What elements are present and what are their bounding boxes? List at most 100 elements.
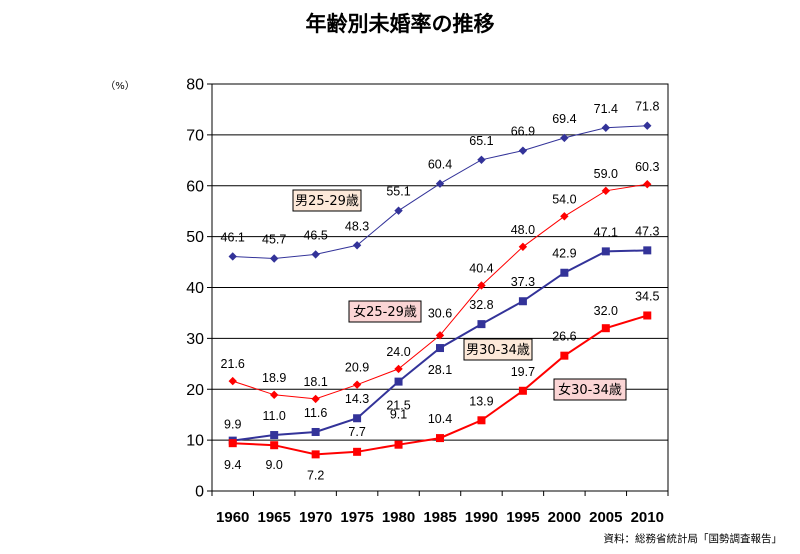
point-male-25-29-2010 — [643, 121, 652, 130]
x-tick-label-1995: 1995 — [506, 509, 539, 526]
point-female-25-29-1975 — [352, 380, 362, 389]
point-male-25-29-2000 — [560, 133, 569, 143]
data-label-male-25-29-2010: 71.8 — [635, 100, 659, 114]
x-tick-label-1975: 1975 — [340, 509, 373, 526]
point-male-30-34-1975 — [353, 414, 362, 423]
data-label-male-30-34-1960: 9.9 — [224, 418, 241, 432]
point-male-25-29-1980 — [394, 206, 403, 215]
series-label-box-male-30-34 — [463, 338, 533, 361]
data-label-female-30-34-1965: 9.0 — [265, 458, 282, 472]
data-label-male-30-34-2005: 47.1 — [594, 225, 618, 239]
data-label-male-30-34-1975: 14.3 — [345, 392, 369, 406]
point-female-25-29-1980 — [394, 364, 403, 374]
data-label-male-25-29-1995: 66.9 — [511, 125, 535, 139]
x-tick-label-1970: 1970 — [299, 509, 332, 526]
data-label-female-30-34-2010: 34.5 — [635, 289, 659, 303]
data-label-male-25-29-1980: 55.1 — [386, 185, 410, 199]
data-label-female-25-29-2005: 59.0 — [594, 167, 618, 181]
point-male-25-29-1990 — [477, 155, 486, 165]
point-female-25-29-1965 — [269, 390, 279, 400]
series-label-box-female-30-34 — [553, 378, 627, 401]
data-label-female-30-34-1995: 19.7 — [511, 365, 535, 379]
chart-title: 年齢別未婚率の推移 — [306, 12, 495, 36]
data-label-female-30-34-1960: 9.4 — [224, 458, 241, 472]
data-label-male-25-29-1960: 46.1 — [221, 230, 245, 244]
data-label-male-25-29-1990: 65.1 — [469, 134, 493, 148]
data-label-female-30-34-2000: 26.6 — [552, 330, 576, 344]
series-label-box-male-25-29 — [292, 189, 362, 212]
point-male-30-34-1970 — [311, 427, 320, 436]
series-label-box-female-25-29 — [348, 300, 422, 323]
point-male-30-34-2000 — [560, 268, 569, 277]
series-label-female-30-34: 女30-34歳 — [558, 382, 622, 398]
point-male-30-34-2010 — [643, 246, 652, 255]
x-tick-label-1965: 1965 — [257, 509, 290, 526]
data-label-male-30-34-1990: 32.8 — [469, 298, 493, 312]
x-tick-label-1960: 1960 — [216, 509, 249, 526]
y-tick-label-70: 70 — [186, 127, 204, 144]
data-label-male-25-29-1970: 46.5 — [303, 228, 327, 242]
point-male-30-34-1980 — [394, 377, 403, 386]
data-label-male-30-34-1995: 37.3 — [511, 275, 535, 289]
data-label-male-25-29-1965: 45.7 — [262, 233, 286, 247]
data-label-male-30-34-1965: 11.0 — [262, 409, 285, 423]
data-label-female-30-34-1990: 13.9 — [469, 394, 493, 408]
data-label-female-25-29-1995: 48.0 — [511, 223, 535, 237]
y-tick-label-80: 80 — [186, 77, 204, 94]
point-female-30-34-2005 — [601, 324, 610, 333]
y-tick-label-60: 60 — [186, 178, 204, 195]
point-female-30-34-1970 — [311, 450, 320, 459]
point-female-25-29-1960 — [228, 376, 237, 386]
data-label-male-30-34-2010: 47.3 — [635, 224, 659, 238]
point-male-30-34-1995 — [518, 297, 527, 306]
data-label-male-30-34-1970: 11.6 — [304, 406, 327, 420]
data-label-male-25-29-2000: 69.4 — [552, 112, 576, 126]
data-label-male-30-34-2000: 42.9 — [552, 247, 576, 261]
series-label-male-25-29: 男25-29歳 — [295, 194, 359, 209]
point-female-25-29-1985 — [435, 331, 445, 340]
data-label-female-30-34-1985: 10.4 — [428, 412, 452, 426]
data-label-female-30-34-2005: 32.0 — [594, 304, 618, 318]
point-male-25-29-1985 — [435, 179, 445, 188]
series-label-female-25-29: 女25-29歳 — [353, 304, 417, 320]
point-female-30-34-1980 — [394, 440, 403, 449]
x-tick-label-2000: 2000 — [548, 509, 581, 526]
x-tick-label-1990: 1990 — [465, 509, 498, 526]
data-label-female-30-34-1980: 9.1 — [390, 408, 407, 422]
point-female-25-29-2010 — [643, 180, 652, 189]
x-tick-label-2005: 2005 — [589, 509, 622, 526]
point-female-30-34-2010 — [643, 311, 652, 320]
point-male-30-34-1965 — [270, 431, 279, 440]
point-female-25-29-2000 — [560, 212, 569, 221]
data-label-female-25-29-1975: 20.9 — [345, 361, 369, 375]
x-tick-label-1985: 1985 — [423, 509, 456, 526]
series-label-male-30-34: 男30-34歳 — [466, 343, 530, 358]
x-tick-label-1980: 1980 — [382, 509, 415, 526]
y-tick-label-40: 40 — [186, 280, 204, 297]
point-female-30-34-1965 — [270, 441, 279, 450]
data-label-male-25-29-2005: 71.4 — [594, 102, 618, 116]
point-male-25-29-1960 — [228, 252, 237, 261]
point-male-25-29-1995 — [518, 146, 528, 155]
point-female-30-34-1975 — [353, 447, 362, 456]
point-male-25-29-1975 — [352, 241, 362, 250]
point-female-25-29-1970 — [311, 394, 320, 404]
point-female-30-34-1995 — [518, 386, 527, 395]
data-label-female-30-34-1970: 7.2 — [307, 468, 324, 482]
point-female-30-34-2000 — [560, 351, 569, 360]
y-tick-label-20: 20 — [186, 382, 204, 399]
data-label-female-25-29-1990: 40.4 — [469, 261, 493, 275]
y-tick-label-30: 30 — [186, 331, 204, 348]
data-label-female-25-29-1970: 18.1 — [303, 375, 327, 389]
y-tick-label-50: 50 — [186, 229, 204, 246]
point-male-30-34-2005 — [601, 247, 610, 256]
point-male-30-34-1990 — [477, 320, 486, 329]
point-male-25-29-2005 — [601, 123, 611, 132]
point-female-25-29-2005 — [601, 186, 611, 196]
data-label-male-30-34-1985: 28.1 — [428, 363, 452, 377]
point-male-25-29-1965 — [269, 254, 279, 263]
data-label-female-25-29-1980: 24.0 — [386, 345, 410, 359]
data-label-male-30-34-1980: 21.5 — [386, 399, 410, 413]
plot-area: 0 10 20 30 40 50 60 70 80 1960 1965 1970 1975 1980 198… — [186, 77, 669, 526]
